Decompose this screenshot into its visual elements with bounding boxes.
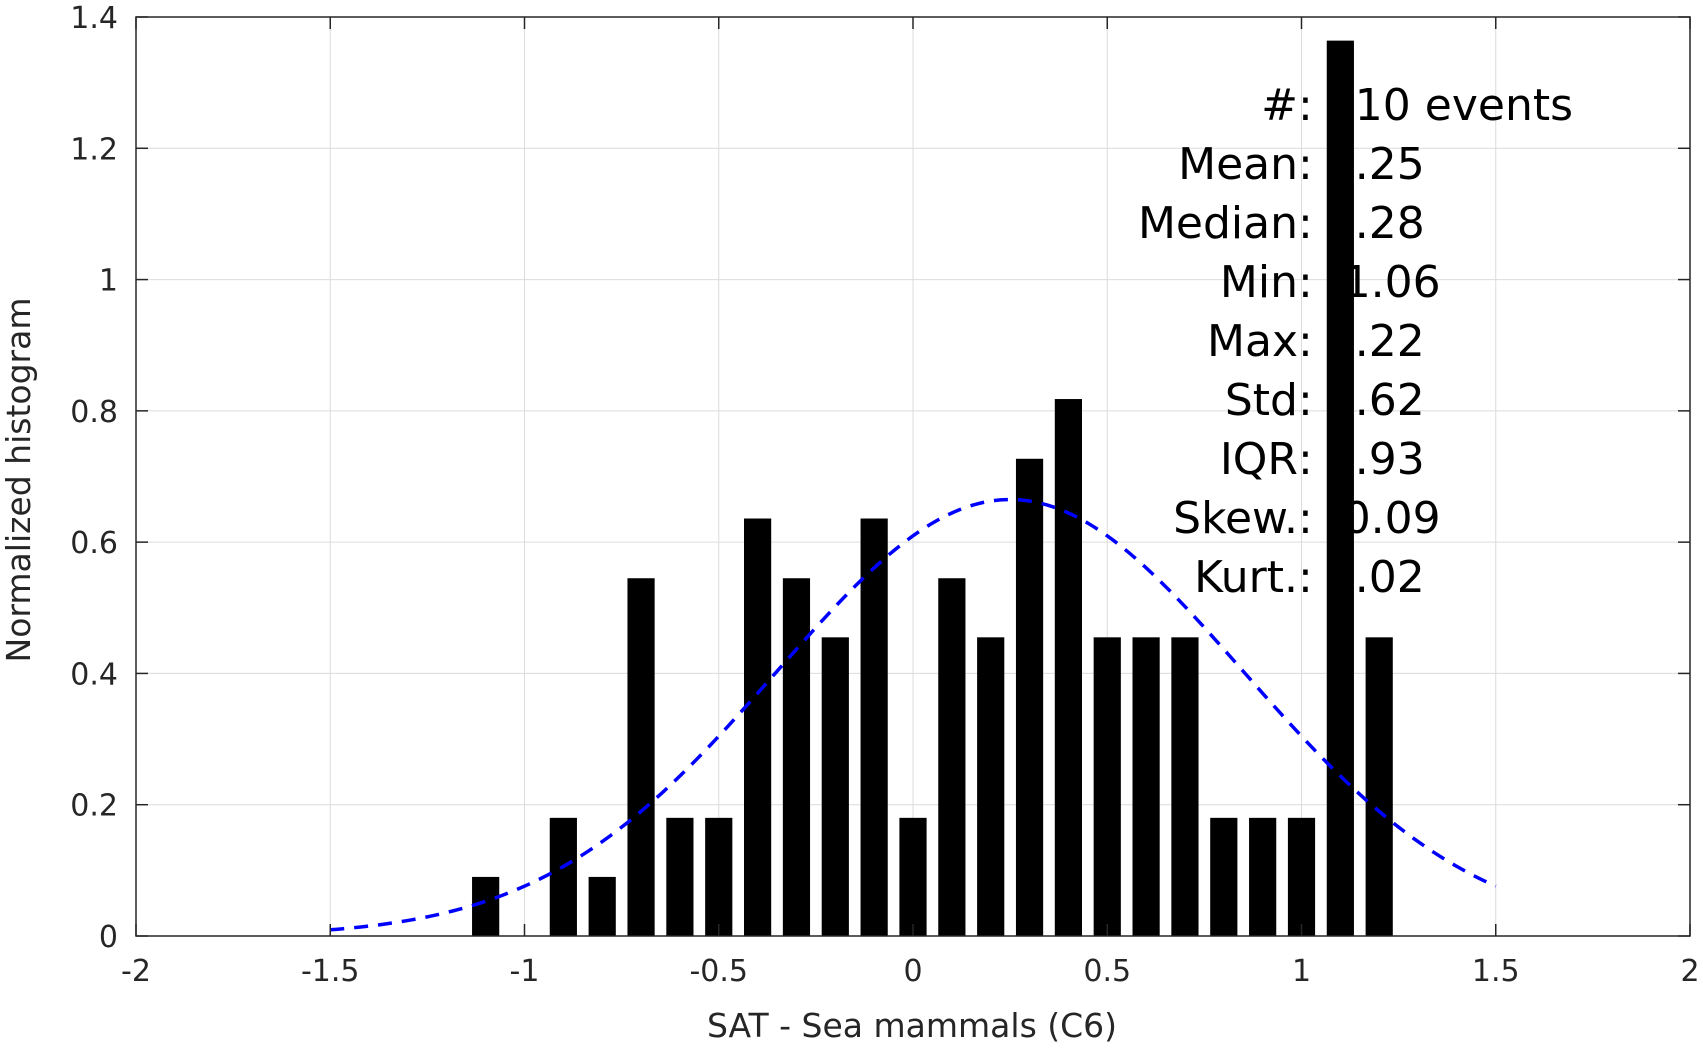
stat-value: : -1.06 [1298,257,1441,308]
histogram-bar [627,578,655,936]
x-tick-label: 1.5 [1472,954,1520,989]
histogram-bar [1093,637,1121,936]
histogram-bar [472,876,500,936]
stat-value: : 0.62 [1298,375,1425,426]
x-tick-label: -0.5 [689,954,748,989]
histogram-bar [938,578,966,936]
histogram-bar [1015,458,1044,936]
x-tick-label: 2 [1680,954,1699,989]
y-tick-label: 0.4 [70,657,118,692]
histogram-bar [1326,40,1354,937]
grid [135,16,1691,937]
y-axis-ticks: 0 0.2 0.4 0.6 0.8 1 1.2 1.4 [70,1,1690,955]
x-tick-label: -1 [510,954,540,989]
x-axis-label: SAT - Sea mammals (C6) [707,1006,1117,1045]
stat-value: : 0.28 [1298,198,1425,249]
histogram-bar [1210,817,1238,936]
stat-label: Median [1138,198,1298,249]
histogram-bar [1054,399,1082,936]
histogram-bar [899,817,927,936]
stat-label: Max [1207,316,1298,367]
y-tick-label: 1.4 [70,1,118,36]
x-tick-label: 0 [903,954,922,989]
x-tick-label: 1 [1292,954,1311,989]
stat-label: Std [1225,375,1298,426]
y-tick-label: 0.8 [70,395,118,430]
x-tick-label: 0.5 [1083,954,1131,989]
histogram-bar [705,817,733,936]
histogram-bar [860,518,888,936]
histogram-bar [1132,637,1160,936]
stat-value: : 110 events [1298,80,1573,131]
x-tick-label: -2 [121,954,151,989]
stat-value: : 0.93 [1298,434,1425,485]
x-tick-label: -1.5 [301,954,360,989]
y-tick-label: 1.2 [70,132,118,167]
histogram-bar [1249,817,1277,936]
y-tick-label: 1 [99,264,118,299]
stat-label: Mean [1178,139,1298,190]
histogram-bar [744,518,772,936]
stat-label: Skew. [1173,493,1298,544]
histogram-bar [1287,817,1316,936]
stat-value: : 2.02 [1298,552,1425,603]
histogram-bar [666,817,694,936]
stat-label: # [1261,80,1298,131]
histogram-bar [977,637,1005,936]
stat-value: : 1.22 [1298,316,1425,367]
stat-value: : 0.25 [1298,139,1425,190]
stat-value: : -0.09 [1298,493,1441,544]
stat-label: IQR [1220,434,1298,485]
histogram-bar [1171,637,1199,936]
histogram-bar [821,637,849,936]
histogram-bar [782,578,811,936]
x-axis-ticks: -2 -1.5 -1 -0.5 0 0.5 1 1.5 2 [121,17,1700,989]
stat-label: Kurt. [1194,552,1298,603]
histogram-bar [549,817,577,936]
y-tick-label: 0.2 [70,789,118,824]
bars [472,40,1393,937]
normal-fit-line [330,497,1497,932]
y-tick-label: 0.6 [70,526,118,561]
histogram-bar [588,876,616,936]
y-axis-label: Normalized histogram [0,298,38,663]
fit-curve [330,497,1497,932]
stat-label: Min [1220,257,1298,308]
y-tick-label: 0 [99,920,118,955]
histogram-bar [1365,637,1393,936]
